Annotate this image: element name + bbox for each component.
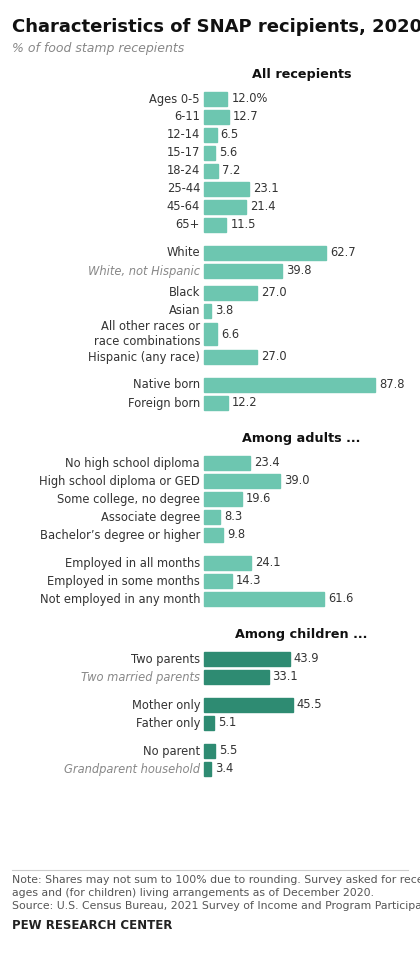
Text: 62.7: 62.7 [330,247,356,259]
Text: Not employed in any month: Not employed in any month [39,593,200,605]
Text: 45.5: 45.5 [297,698,323,712]
Text: Black: Black [168,287,200,299]
Bar [204,670,268,684]
Bar [204,164,218,178]
Text: 24.1: 24.1 [255,557,281,569]
Text: White: White [166,247,200,259]
Text: 3.4: 3.4 [215,762,233,775]
Bar [204,200,246,214]
Text: ages and (for children) living arrangements as of December 2020.: ages and (for children) living arrangeme… [12,888,374,898]
Bar [204,378,375,392]
Text: Some college, no degree: Some college, no degree [57,492,200,505]
Bar [204,652,290,666]
Text: 18-24: 18-24 [167,165,200,177]
Bar [204,762,211,776]
Text: No high school diploma: No high school diploma [66,456,200,470]
Bar [204,456,249,470]
Text: Employed in all months: Employed in all months [65,557,200,569]
Text: 23.4: 23.4 [254,456,279,470]
Bar [204,716,214,730]
Text: Ages 0-5: Ages 0-5 [150,93,200,105]
Text: PEW RESEARCH CENTER: PEW RESEARCH CENTER [12,919,172,932]
Text: 21.4: 21.4 [250,201,275,214]
Bar [204,698,293,712]
Text: Two married parents: Two married parents [81,671,200,683]
Text: 19.6: 19.6 [246,492,272,505]
Text: 39.8: 39.8 [286,264,311,278]
Bar [204,304,211,318]
Bar [204,474,280,488]
Text: 15-17: 15-17 [167,146,200,160]
Text: 14.3: 14.3 [236,574,261,588]
Text: 23.1: 23.1 [253,182,279,196]
Text: 7.2: 7.2 [222,165,240,177]
Text: 25-44: 25-44 [167,182,200,196]
Bar [204,396,228,410]
Text: Father only: Father only [136,717,200,729]
Text: 27.0: 27.0 [261,287,286,299]
Text: 61.6: 61.6 [328,593,354,605]
Text: Asian: Asian [168,304,200,318]
Text: 12.7: 12.7 [233,110,258,124]
Bar [204,592,324,606]
Text: Associate degree: Associate degree [101,511,200,524]
Bar [204,510,220,524]
Text: 9.8: 9.8 [227,528,245,541]
Bar [204,182,249,196]
Text: Source: U.S. Census Bureau, 2021 Survey of Income and Program Participation.: Source: U.S. Census Bureau, 2021 Survey … [12,901,420,911]
Text: Native born: Native born [133,378,200,392]
Bar [204,556,251,570]
Text: 6-11: 6-11 [174,110,200,124]
Text: % of food stamp recepients: % of food stamp recepients [12,42,184,55]
Text: No parent: No parent [143,745,200,758]
Text: 3.8: 3.8 [215,304,234,318]
Text: 11.5: 11.5 [231,218,256,231]
Bar [204,323,217,345]
Text: Among children ...: Among children ... [235,628,368,641]
Text: Employed in some months: Employed in some months [47,574,200,588]
Text: 12-14: 12-14 [167,129,200,141]
Bar [204,350,257,364]
Text: 43.9: 43.9 [294,652,319,666]
Bar [204,218,226,232]
Text: 5.1: 5.1 [218,717,236,729]
Text: 45-64: 45-64 [167,201,200,214]
Text: Hispanic (any race): Hispanic (any race) [88,350,200,364]
Text: Grandparent household: Grandparent household [64,762,200,775]
Bar [204,92,227,106]
Text: All recepients: All recepients [252,68,351,81]
Bar [204,492,242,506]
Bar [204,264,282,278]
Bar [204,286,257,300]
Text: 8.3: 8.3 [224,511,242,524]
Text: All other races or
race combinations: All other races or race combinations [94,320,200,348]
Text: 12.2: 12.2 [232,397,257,410]
Text: Mother only: Mother only [131,698,200,712]
Text: White, not Hispanic: White, not Hispanic [88,264,200,278]
Text: 6.6: 6.6 [221,328,239,340]
Text: Bachelor’s degree or higher: Bachelor’s degree or higher [39,528,200,541]
Bar [204,528,223,542]
Bar [204,574,232,588]
Bar [204,128,217,142]
Text: Among adults ...: Among adults ... [242,432,361,445]
Text: Foreign born: Foreign born [128,397,200,410]
Bar [204,246,326,260]
Bar [204,146,215,160]
Bar [204,110,229,124]
Text: Characteristics of SNAP recipients, 2020: Characteristics of SNAP recipients, 2020 [12,18,420,36]
Text: Two parents: Two parents [131,652,200,666]
Text: 27.0: 27.0 [261,350,286,364]
Bar [204,744,215,758]
Text: 5.6: 5.6 [219,146,237,160]
Text: 39.0: 39.0 [284,475,310,488]
Text: 5.5: 5.5 [219,745,237,758]
Text: High school diploma or GED: High school diploma or GED [39,475,200,488]
Text: 6.5: 6.5 [220,129,239,141]
Text: 33.1: 33.1 [273,671,298,683]
Text: Note: Shares may not sum to 100% due to rounding. Survey asked for recepients’: Note: Shares may not sum to 100% due to … [12,875,420,885]
Text: 65+: 65+ [176,218,200,231]
Text: 87.8: 87.8 [379,378,405,392]
Text: 12.0%: 12.0% [231,93,268,105]
